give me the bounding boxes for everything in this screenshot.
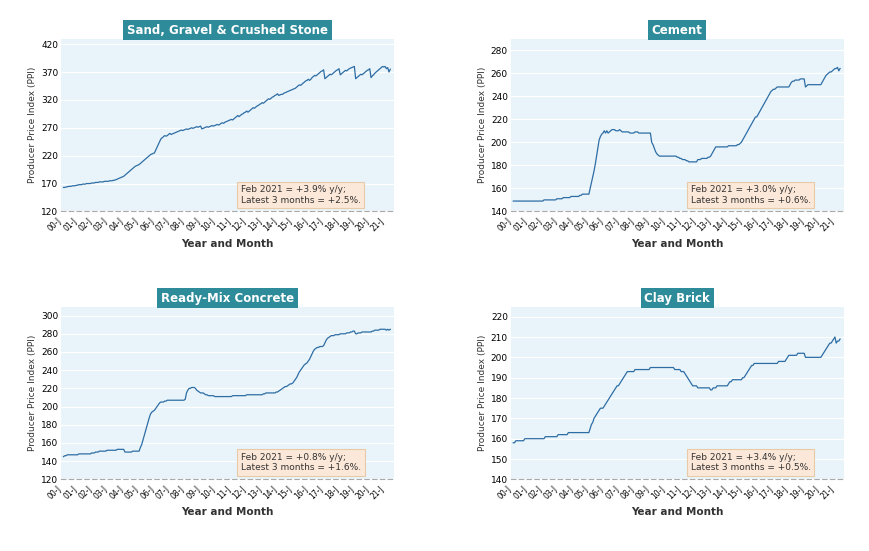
- Text: Feb 2021 = +3.0% y/y;
Latest 3 months = +0.6%.: Feb 2021 = +3.0% y/y; Latest 3 months = …: [690, 185, 810, 204]
- Text: Ready-Mix Concrete: Ready-Mix Concrete: [161, 292, 294, 305]
- Text: Clay Brick: Clay Brick: [644, 292, 709, 305]
- Y-axis label: Producer Price Index (PPI): Producer Price Index (PPI): [28, 67, 36, 183]
- Text: Feb 2021 = +3.9% y/y;
Latest 3 months = +2.5%.: Feb 2021 = +3.9% y/y; Latest 3 months = …: [241, 185, 361, 204]
- Y-axis label: Producer Price Index (PPI): Producer Price Index (PPI): [477, 67, 486, 183]
- X-axis label: Year and Month: Year and Month: [181, 507, 274, 517]
- Text: Sand, Gravel & Crushed Stone: Sand, Gravel & Crushed Stone: [127, 24, 328, 37]
- Text: Feb 2021 = +0.8% y/y;
Latest 3 months = +1.6%.: Feb 2021 = +0.8% y/y; Latest 3 months = …: [241, 453, 361, 472]
- X-axis label: Year and Month: Year and Month: [630, 507, 723, 517]
- X-axis label: Year and Month: Year and Month: [630, 239, 723, 249]
- X-axis label: Year and Month: Year and Month: [181, 239, 274, 249]
- Y-axis label: Producer Price Index (PPI): Producer Price Index (PPI): [477, 335, 486, 451]
- Text: Cement: Cement: [651, 24, 702, 37]
- Text: Feb 2021 = +3.4% y/y;
Latest 3 months = +0.5%.: Feb 2021 = +3.4% y/y; Latest 3 months = …: [690, 453, 810, 472]
- Y-axis label: Producer Price Index (PPI): Producer Price Index (PPI): [28, 335, 36, 451]
